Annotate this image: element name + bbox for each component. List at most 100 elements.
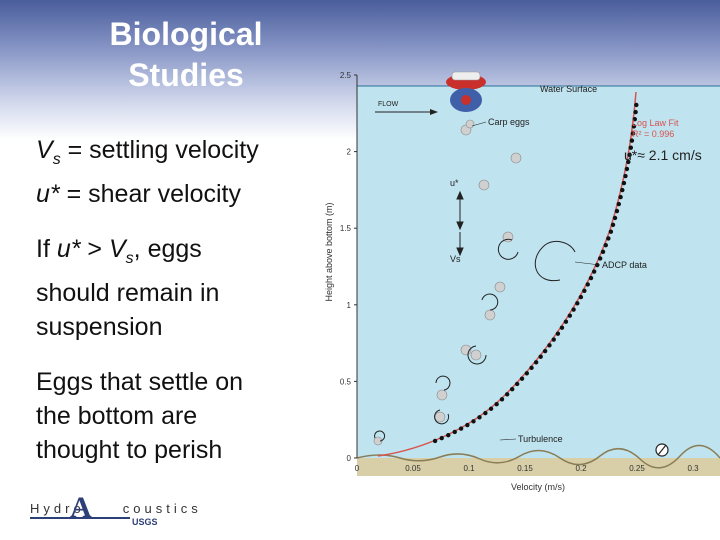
- adcp-data-point: [446, 432, 451, 438]
- vs-subscript: s: [52, 151, 61, 168]
- settle-line-3: thought to perish: [36, 436, 223, 464]
- condition-pre: If: [36, 235, 57, 263]
- adcp-data-point: [610, 222, 616, 228]
- adcp-data-point: [626, 159, 631, 165]
- adcp-data-point: [633, 109, 638, 115]
- condition-v: V: [108, 235, 126, 263]
- adcp-data-point: [634, 102, 639, 108]
- carp-eggs-label: Carp eggs: [488, 117, 530, 127]
- adcp-data-point: [488, 406, 494, 411]
- adcp-data-point: [582, 288, 587, 293]
- adcp-data-point: [555, 331, 561, 336]
- x-tick-label: 0.05: [405, 464, 421, 473]
- x-ticks: 0 0.05 0.1 0.15 0.2 0.25 0.3: [355, 464, 699, 473]
- adcp-data-point: [494, 401, 499, 407]
- vs-symbol: V: [36, 136, 53, 164]
- egg: [494, 281, 506, 293]
- adcp-data-point: [519, 376, 525, 381]
- egg: [373, 436, 383, 446]
- adcp-data-point: [631, 124, 637, 129]
- adcp-swirl: [534, 241, 576, 282]
- boat-deck: [451, 71, 481, 81]
- x-axis-label: Velocity (m/s): [511, 482, 565, 492]
- adcp-data-point: [624, 166, 630, 172]
- logo-underline: [30, 517, 130, 519]
- adcp-data-point: [529, 365, 534, 371]
- adcp-data-point: [533, 360, 539, 365]
- y-tick-label: 0: [347, 454, 352, 463]
- adcp-data-point: [432, 438, 438, 444]
- settle-line-2: the bottom are: [36, 402, 198, 430]
- logo-hydro: Hydro: [30, 501, 85, 516]
- logo-text: Hydro coustics: [30, 501, 202, 516]
- definitions: Vs = settling velocity u* = shear veloci…: [36, 133, 259, 211]
- us-definition: u* = shear velocity: [36, 177, 259, 211]
- riverbed: [357, 458, 720, 476]
- adcp-data-points: [432, 102, 639, 444]
- turbulence-label: Turbulence: [518, 434, 563, 444]
- adcp-data-point: [499, 397, 505, 402]
- y-tick-label: 0.5: [340, 377, 352, 386]
- y-tick-label: 2: [347, 148, 352, 157]
- adcp-data-point: [439, 435, 444, 441]
- shear-velocity-annotation: u*≈ 2.1 cm/s: [624, 147, 702, 163]
- water-region: [357, 86, 720, 458]
- adcp-data-point: [597, 256, 603, 261]
- egg: [465, 119, 475, 129]
- condition-line-2: should remain in: [36, 279, 220, 307]
- logo-coustics: coustics: [122, 501, 202, 516]
- slide-title: Biological Studies: [76, 14, 296, 96]
- swirl: [467, 345, 487, 365]
- adcp-data-point: [563, 319, 569, 324]
- swirl: [481, 293, 499, 311]
- y-tick-label: 1.5: [340, 224, 352, 233]
- adcp-data-point: [608, 229, 614, 234]
- condition-text: If u* > Vs, eggs should remain in suspen…: [36, 232, 219, 344]
- turbulence-leader: [499, 438, 517, 441]
- adcp-data-point: [632, 117, 637, 122]
- hydroacoustics-logo: Hydro coustics A USGS: [30, 491, 198, 529]
- swirl: [374, 430, 386, 442]
- title-line-2: Studies: [128, 57, 244, 93]
- vs-definition-text: = settling velocity: [60, 136, 259, 164]
- adcp-data-point: [509, 386, 515, 392]
- adcp-data-point: [595, 262, 600, 268]
- adcp-data-point: [623, 173, 628, 179]
- x-tick-label: 0.25: [629, 464, 645, 473]
- egg: [510, 152, 522, 164]
- u-star-arrow-head: [456, 190, 464, 200]
- adcp-data-point: [458, 426, 464, 431]
- adcp-data-point: [591, 269, 597, 274]
- condition-line-1: If u* > Vs, eggs: [36, 232, 219, 276]
- condition-u: u*: [56, 235, 81, 263]
- adcp-data-point: [585, 282, 590, 287]
- adcp-data-point: [628, 145, 634, 150]
- adcp-data-point: [465, 422, 470, 428]
- adcp-data-point: [578, 294, 584, 300]
- adcp-leader: [574, 261, 601, 266]
- adcp-data-point: [471, 419, 476, 424]
- logo-usgs: USGS: [132, 517, 158, 527]
- vs-arrow-head: [456, 247, 464, 257]
- riverbed-surface: [356, 444, 720, 469]
- settle-text: Eggs that settle on the bottom are thoug…: [36, 365, 243, 467]
- adcp-data-point: [524, 371, 530, 376]
- no-egg-symbol: [655, 443, 669, 457]
- x-tick-label: 0.3: [687, 464, 699, 473]
- u-star-arrow-tail: [456, 221, 464, 231]
- adcp-data-point: [547, 343, 552, 348]
- adcp-data-point: [614, 208, 620, 214]
- x-tick-label: 0.1: [463, 464, 475, 473]
- adcp-data-point: [603, 242, 608, 248]
- adcp-data-point: [629, 138, 635, 143]
- u-star-label: u*: [450, 178, 459, 188]
- condition-line-3: suspension: [36, 313, 163, 341]
- flow-label: FLOW: [378, 101, 399, 108]
- adcp-center: [461, 95, 471, 105]
- condition-gt: >: [80, 235, 109, 263]
- x-tick-label: 0.2: [575, 464, 587, 473]
- adcp-data-point: [620, 187, 625, 193]
- flow-arrow-head: [430, 109, 438, 115]
- condition-post: , eggs: [133, 235, 202, 263]
